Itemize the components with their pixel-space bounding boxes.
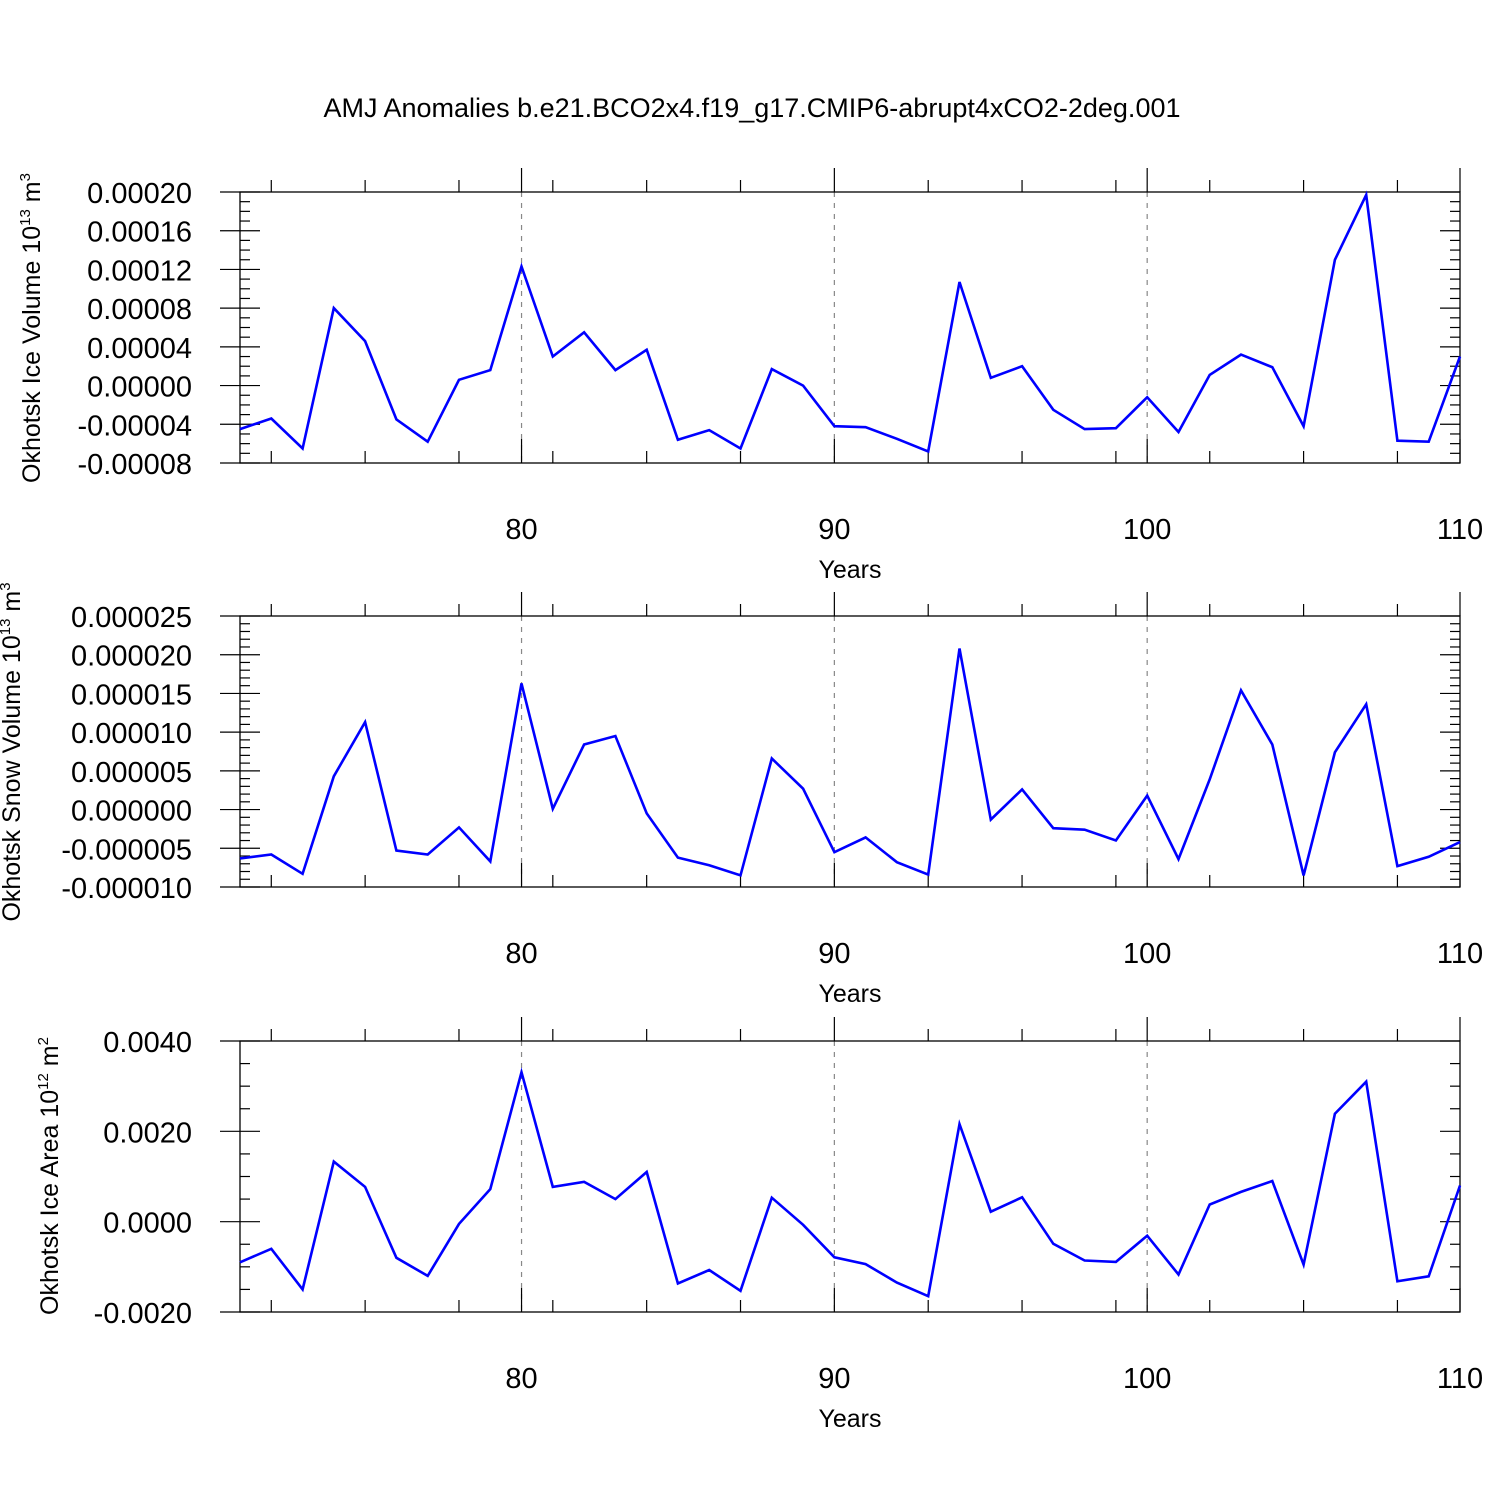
y-axis-label: Okhotsk Ice Area 1012 m2 (35, 1037, 64, 1315)
y-tick-label: -0.0020 (94, 1298, 192, 1330)
x-axis-label: Years (818, 1405, 881, 1433)
series-line (239, 190, 1462, 454)
y-tick-label: -0.00004 (78, 410, 193, 442)
y-tick-label: 0.000020 (71, 641, 192, 673)
plot-frame (239, 615, 1461, 888)
y-tick-label: 0.000005 (71, 757, 192, 789)
x-axis-label: Years (818, 556, 881, 584)
x-tick-label: 80 (505, 514, 537, 546)
y-tick-label: 0.000000 (71, 796, 192, 828)
y-tick-label: -0.000010 (61, 873, 192, 905)
x-tick-label: 80 (505, 938, 537, 970)
x-tick-label: 110 (1437, 514, 1483, 546)
panel-ice-area: 80 90 100 110 -0.0020 0.0000 0.0020 0.0040 Okhot… (35, 1017, 1483, 1433)
plot-frame (239, 191, 1461, 464)
y-tick-label: 0.0020 (103, 1117, 192, 1149)
x-tick-label: 110 (1437, 938, 1483, 970)
y-tick-label: 0.00000 (87, 372, 192, 404)
y-tick-label: 0.000010 (71, 718, 192, 750)
panel-ice-volume: 80 90 100 110 -0.00008 -0.00004 0.00000 0.00004… (17, 168, 1483, 584)
y-tick-label: 0.00004 (87, 333, 192, 365)
y-tick-label: 0.000025 (71, 602, 192, 634)
y-axis-label: Okhotsk Ice Volume 1013 m3 (17, 173, 46, 483)
y-tick-label: 0.000015 (71, 679, 192, 711)
x-tick-label: 90 (818, 938, 850, 970)
y-tick-label: -0.000005 (61, 834, 192, 866)
panel-snow-volume: 80 90 100 110 -0.000010 -0.000005 0.000000 0.00… (0, 582, 1483, 1008)
x-tick-label: 100 (1123, 1363, 1171, 1395)
chart-title: AMJ Anomalies b.e21.BCO2x4.f19_g17.CMIP6… (324, 93, 1181, 123)
y-tick-label: 0.0040 (103, 1027, 192, 1059)
x-tick-label: 90 (818, 514, 850, 546)
series-line (239, 648, 1461, 878)
x-tick-label: 100 (1123, 938, 1171, 970)
x-tick-label: 80 (505, 1363, 537, 1395)
plot-frame (239, 1040, 1461, 1313)
x-tick-label: 110 (1437, 1363, 1483, 1395)
x-tick-label: 100 (1123, 514, 1171, 546)
x-tick-label: 90 (818, 1363, 850, 1395)
y-tick-label: 0.00020 (87, 178, 192, 210)
y-tick-label: 0.00012 (87, 255, 192, 287)
y-tick-label: 0.00008 (87, 294, 192, 326)
y-tick-label: 0.00016 (87, 217, 192, 249)
y-axis-label: Okhotsk Snow Volume 1013 m3 (0, 582, 26, 921)
y-tick-label: 0.0000 (103, 1208, 192, 1240)
series-line (239, 1067, 1462, 1299)
x-axis-label: Years (818, 980, 881, 1008)
y-tick-label: -0.00008 (78, 449, 193, 481)
